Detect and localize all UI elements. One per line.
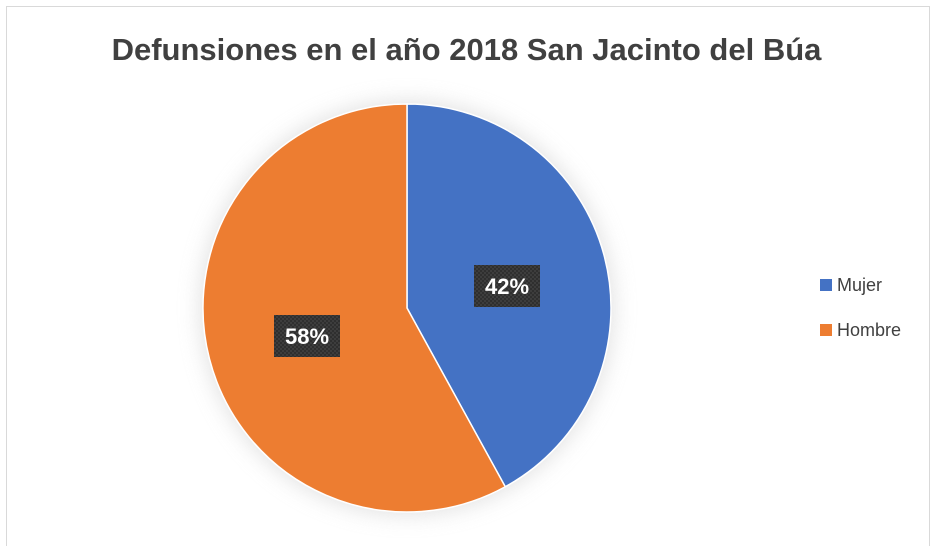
legend-label-hombre: Hombre <box>837 319 902 340</box>
pie-slice-hombre <box>202 103 507 513</box>
legend-item-mujer: Mujer <box>820 274 901 296</box>
data-label-hombre: 58% <box>285 324 329 349</box>
data-label-mujer: 42% <box>485 274 529 299</box>
chart-title: Defunsiones en el año 2018 San Jacinto d… <box>111 32 822 67</box>
data-label-bg-hombre <box>274 315 340 357</box>
data-label-bg-mujer <box>474 265 540 307</box>
legend: Mujer Hombre <box>820 274 901 364</box>
legend-label-mujer: Mujer <box>837 274 883 295</box>
legend-swatch-hombre <box>820 324 832 336</box>
legend-item-hombre: Hombre <box>820 319 901 341</box>
legend-swatch-mujer <box>820 279 832 291</box>
